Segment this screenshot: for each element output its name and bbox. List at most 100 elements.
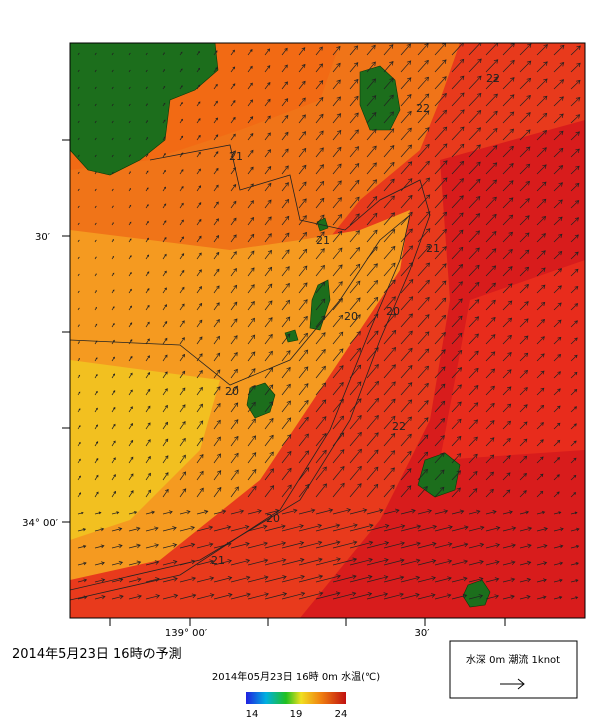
current-arrow [281,131,289,141]
contour-label: 20 [225,385,239,398]
current-arrow [485,196,497,209]
current-arrow [128,339,133,345]
current-arrow [570,562,579,566]
current-arrow [349,246,361,260]
current-arrow [77,475,81,481]
current-arrow [553,439,561,447]
current-arrow [570,62,581,73]
current-arrow [400,592,420,600]
current-arrow [553,79,565,90]
current-arrow [519,543,532,549]
current-arrow [468,195,481,209]
current-arrow [230,100,236,107]
current-arrow [196,353,203,362]
current-arrow [400,161,413,175]
current-arrow [468,350,479,362]
current-arrow [468,161,481,175]
current-arrow [247,99,253,107]
current-arrow [451,435,462,447]
current-arrow [298,299,308,311]
current-arrow [570,148,580,158]
current-arrow [196,101,201,107]
current-arrow [502,163,514,175]
current-arrow [349,280,361,294]
current-arrow [264,149,272,158]
current-arrow [213,509,227,515]
current-arrow [383,161,395,175]
current-arrow [298,231,307,243]
current-arrow [332,365,344,379]
current-arrow [315,399,327,413]
current-arrow [417,262,431,277]
current-arrow [94,441,99,447]
current-arrow [553,302,562,311]
current-arrow [162,69,165,73]
current-arrow [349,448,362,464]
current-arrow [519,526,533,532]
current-arrow [179,421,186,430]
current-arrow [247,300,255,311]
current-arrow [553,96,564,107]
current-arrow [111,289,115,294]
current-arrow [94,407,98,413]
current-arrow [434,452,445,464]
current-arrow [332,482,345,498]
current-arrow [77,341,80,345]
current-arrow [111,52,114,56]
current-arrow [536,95,548,107]
current-arrow [213,592,233,600]
current-arrow [128,221,132,226]
current-arrow [570,389,578,396]
current-arrow [264,350,273,362]
current-arrow [417,143,430,158]
current-arrow [264,367,274,379]
current-arrow [298,315,308,328]
current-arrow [128,271,132,277]
current-arrow [485,437,495,447]
current-arrow [349,557,373,566]
current-arrow [247,132,254,141]
current-arrow [128,456,134,464]
current-arrow [264,558,287,566]
current-arrow [196,420,204,430]
current-arrow [553,182,563,192]
current-arrow [77,511,84,515]
current-arrow [162,472,169,481]
current-arrow [434,366,446,379]
current-arrow [196,202,202,209]
current-arrow [349,95,359,107]
current-arrow [485,162,498,175]
current-arrow [230,150,236,158]
current-arrow [570,285,579,294]
current-arrow [162,102,166,107]
current-arrow [179,253,185,260]
current-arrow [77,324,80,328]
current-arrow [230,335,238,345]
current-arrow [366,162,377,175]
current-arrow [162,421,169,430]
current-arrow [281,47,288,56]
current-arrow [77,408,81,413]
current-arrow [162,543,178,549]
current-arrow [417,524,438,532]
current-arrow [179,488,187,498]
current-arrow [281,165,289,175]
current-arrow [315,248,325,260]
current-arrow [366,61,376,73]
current-arrow [434,143,448,158]
current-arrow [264,98,271,107]
current-arrow [264,249,272,260]
current-arrow [417,93,430,107]
current-arrow [315,332,326,345]
current-arrow [247,485,257,498]
current-arrow [179,454,186,464]
current-arrow [519,232,530,243]
current-arrow [553,62,565,73]
current-arrow [349,179,360,192]
current-arrow [400,330,413,345]
current-arrow [94,544,105,549]
current-arrow [77,458,81,464]
current-arrow [417,593,436,600]
current-arrow [536,44,548,56]
